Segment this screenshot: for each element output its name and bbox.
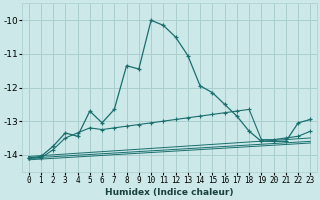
X-axis label: Humidex (Indice chaleur): Humidex (Indice chaleur) bbox=[105, 188, 234, 197]
